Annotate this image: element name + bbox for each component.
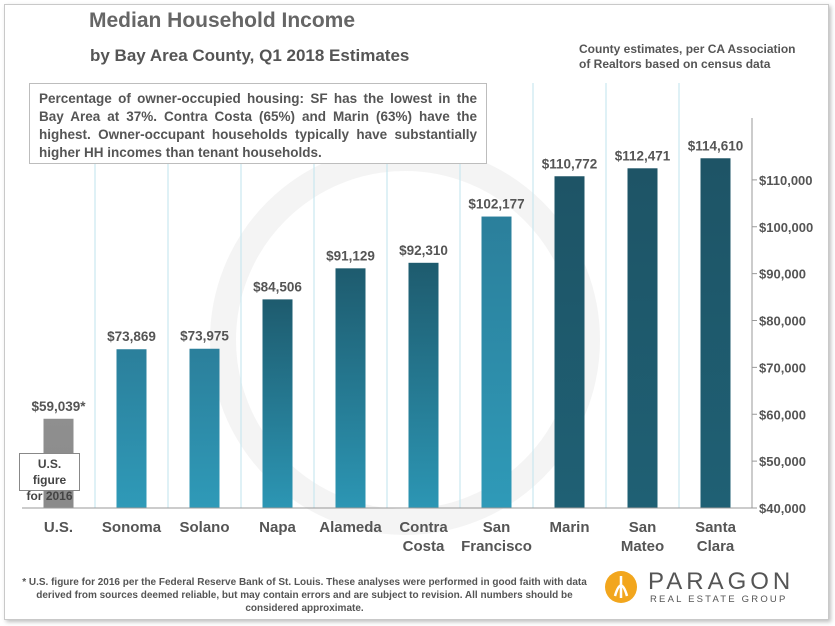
data-label: $59,039* [31,399,86,414]
bar [189,348,220,508]
paragon-logo-icon [605,571,637,603]
x-tick-label: Mateo [621,538,664,555]
x-tick-label: San [483,519,511,536]
data-label: $73,975 [180,329,229,344]
source-note: County estimates, per CA Association of … [579,42,796,71]
bar [262,299,293,508]
data-label: $110,772 [542,156,598,171]
data-label: $91,129 [326,248,375,263]
x-tick-label: Marin [549,519,589,536]
y-tick-label: $60,000 [759,407,806,422]
y-tick-label: $100,000 [759,220,813,235]
x-tick-label: Santa [695,519,737,536]
data-label: $92,310 [399,243,448,258]
annotation-box: Percentage of owner-occupied housing: SF… [29,83,487,164]
bar [481,216,512,508]
y-tick-label: $110,000 [759,173,813,188]
x-tick-label: Solano [179,519,229,536]
data-label: $112,471 [615,148,671,163]
y-tick-label: $50,000 [759,454,806,469]
logo-tagline: REAL ESTATE GROUP [650,594,788,605]
x-tick-label: Sonoma [102,519,162,536]
logo-name: PARAGON [648,568,795,595]
data-label: $102,177 [468,197,524,212]
y-tick-label: $40,000 [759,501,806,516]
bar [700,158,731,508]
bar [116,349,147,508]
bar [627,168,658,509]
chart-title: Median Household Income [89,9,356,32]
bar [408,262,439,508]
us-figure-note: U.S. figure for 2016 [19,453,80,503]
x-tick-label: U.S. [44,519,73,536]
x-tick-label: San [629,519,657,536]
x-tick-label: Costa [403,538,445,555]
bar [335,268,366,508]
footer-disclaimer: * U.S. figure for 2016 per the Federal R… [22,577,587,614]
y-tick-label: $70,000 [759,360,806,375]
x-tick-label: Clara [697,538,735,555]
data-label: $114,610 [688,138,744,153]
data-label: $73,869 [107,329,156,344]
x-tick-label: Napa [259,519,296,536]
y-tick-label: $90,000 [759,267,806,282]
x-tick-label: Contra [399,519,448,536]
x-tick-label: Alameda [319,519,382,536]
x-tick-label: Francisco [461,538,532,555]
bar [554,176,585,508]
y-tick-label: $80,000 [759,314,806,329]
data-label: $84,506 [253,279,302,294]
chart-subtitle: by Bay Area County, Q1 2018 Estimates [90,46,410,65]
